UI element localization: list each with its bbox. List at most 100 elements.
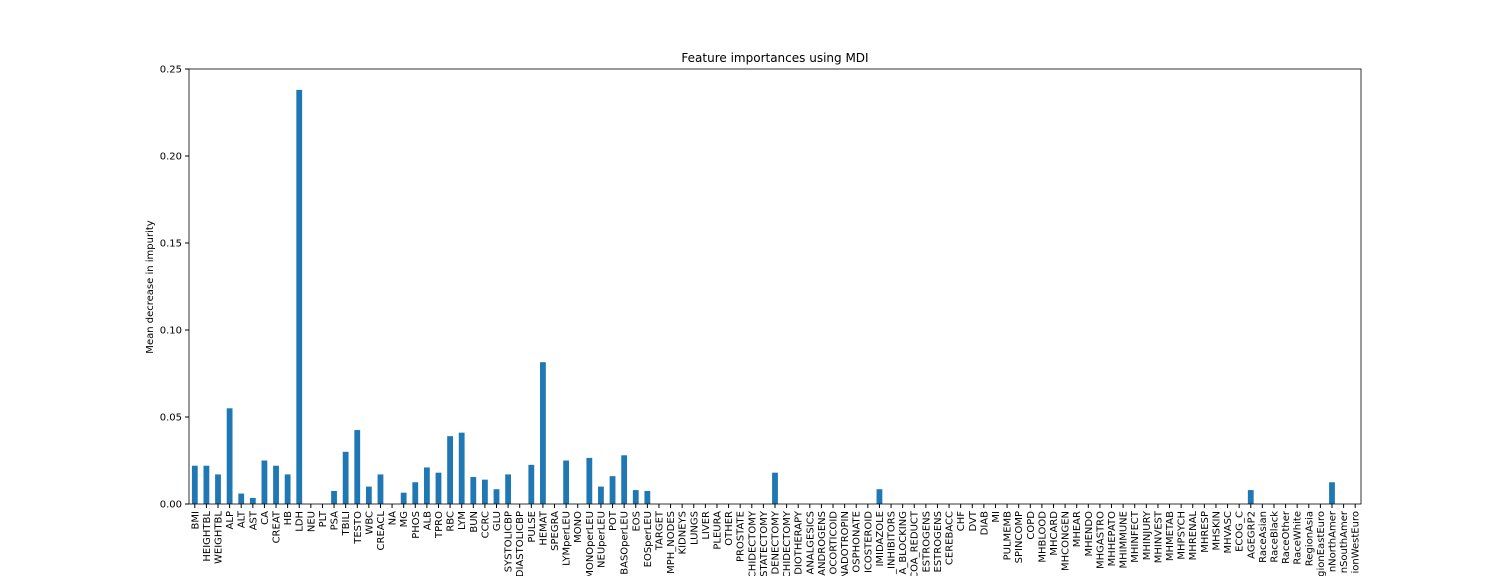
- bar: [226, 408, 233, 504]
- bar: [505, 474, 512, 504]
- x-tick-label: MHVASC: [1223, 511, 1234, 554]
- x-tick-label: LYMperLEU: [562, 511, 573, 566]
- bar: [563, 460, 570, 504]
- x-tick-label: NEUperLEU: [596, 511, 607, 568]
- bar: [586, 457, 593, 504]
- bar: [1329, 482, 1335, 504]
- x-tick-label: MHPSYCH: [1177, 511, 1188, 560]
- bar: [191, 465, 198, 504]
- plot-frame: [188, 68, 1362, 505]
- x-tick-label: LDH: [295, 511, 306, 532]
- x-tick-label: LYM: [457, 511, 468, 530]
- x-tick-label: BASOperLEU: [620, 511, 631, 575]
- x-tick-label: ANALGESICS: [805, 511, 816, 574]
- x-tick-label: A_BLOCKING: [898, 511, 909, 575]
- bar: [296, 89, 303, 504]
- y-tick-label: 0.15: [160, 239, 182, 250]
- bar: [331, 490, 337, 504]
- x-tick-label: KIDNEYS: [678, 511, 689, 554]
- x-tick-label: MHHEPATO: [1107, 511, 1118, 567]
- y-axis-label: Mean decrease in impurity: [145, 220, 156, 353]
- x-tick-label: MHENDO: [1084, 511, 1095, 557]
- x-tick-label: MHMETAB: [1165, 511, 1176, 561]
- x-tick-label: MHBLOOD: [1037, 511, 1048, 563]
- bar: [342, 451, 349, 504]
- bar: [273, 465, 279, 504]
- x-tick-label: MHCONGEN: [1061, 511, 1072, 571]
- bar: [609, 476, 616, 504]
- bar: [482, 479, 488, 504]
- x-tick-label: MI: [991, 511, 1002, 523]
- bar: [470, 477, 477, 504]
- bar: [203, 465, 210, 504]
- x-tick-label: MONOperLEU: [585, 511, 596, 576]
- chart-title: Feature importances using MDI: [681, 51, 868, 65]
- bar: [412, 482, 419, 504]
- x-tick-label: ESTROGENS: [933, 511, 944, 573]
- x-tick-label: MHGASTRO: [1095, 511, 1106, 569]
- x-tick-label: gionEastEuro: [1316, 511, 1327, 576]
- x-tick-label: CREAT: [272, 510, 283, 543]
- x-tick-label: COA_REDUCT: [910, 510, 921, 576]
- x-tick-label: WBC: [364, 511, 375, 535]
- x-tick-label: nSouthAmer: [1339, 510, 1350, 573]
- bar: [215, 474, 221, 504]
- x-tick-label: _INHIBITORS: [887, 511, 898, 575]
- x-tick-label: ICOSTEROID: [863, 511, 874, 573]
- x-tick-label: PLT: [318, 510, 329, 527]
- x-tick-label: PROSTATE: [736, 511, 747, 562]
- x-tick-label: MHINVEST: [1153, 510, 1164, 563]
- x-tick-label: EOSperLEU: [643, 511, 654, 567]
- x-tick-label: MHRENAL: [1188, 511, 1199, 561]
- bar: [458, 432, 465, 504]
- x-tick-label: DIASTOLICBP: [515, 511, 526, 576]
- x-tick-label: TARGET: [654, 510, 665, 551]
- x-tick-label: PLEURA: [712, 511, 723, 550]
- x-tick-label: WEIGHTBL: [214, 511, 225, 564]
- y-tick-label: 0.25: [160, 65, 182, 76]
- x-tick-label: RegionAsia: [1304, 511, 1315, 566]
- x-tick-label: PULSE: [527, 511, 538, 543]
- x-tick-label: PULMEMB: [1003, 511, 1014, 560]
- x-tick-label: NEU: [306, 511, 317, 532]
- bar: [400, 492, 407, 504]
- bar: [249, 497, 256, 504]
- bar: [1247, 490, 1254, 504]
- x-tick-label: CEREBACC: [945, 511, 956, 565]
- x-tick-label: HEMAT: [538, 510, 549, 546]
- x-tick-label: TBILI: [341, 511, 352, 536]
- x-tick-label: IMIDAZOLE: [875, 511, 886, 567]
- x-tick-label: MHRESP: [1200, 511, 1211, 553]
- x-tick-label: CHF: [956, 511, 967, 532]
- bar: [632, 490, 639, 504]
- bar: [772, 472, 778, 504]
- x-tick-label: MHINJURY: [1142, 510, 1153, 560]
- y-tick-label: 0.20: [160, 152, 182, 163]
- x-tick-label: MONO: [573, 511, 584, 543]
- x-tick-label: HEIGHTBL: [202, 511, 213, 562]
- x-tick-label: AGEGRP2: [1246, 511, 1257, 559]
- bar: [423, 467, 430, 504]
- bar: [876, 489, 883, 504]
- x-tick-label: NA: [388, 511, 399, 525]
- x-tick-label: CREACL: [376, 511, 387, 551]
- x-tick-label: DIAB: [979, 511, 990, 535]
- x-tick-label: NADOTROPIN: [840, 511, 851, 576]
- x-tick-label: BMI: [190, 511, 201, 529]
- bar: [435, 472, 442, 504]
- x-tick-label: TESTO: [353, 511, 364, 545]
- y-tick-label: 0.00: [160, 500, 182, 511]
- x-tick-label: PHOS: [411, 511, 422, 539]
- y-tick-label: 0.05: [160, 413, 182, 424]
- x-tick-label: SYSTOLICBP: [504, 511, 515, 572]
- x-tick-label: OSPHONATE: [852, 511, 863, 573]
- y-tick-label: 0.10: [160, 326, 182, 337]
- x-tick-label: LUNGS: [689, 511, 700, 545]
- x-tick-label: RaceAsian: [1258, 511, 1269, 563]
- x-tick-label: DVT: [968, 510, 979, 531]
- x-tick-label: EOS: [631, 511, 642, 532]
- x-tick-label: CCRC: [480, 511, 491, 538]
- x-tick-label: ALB: [422, 511, 433, 530]
